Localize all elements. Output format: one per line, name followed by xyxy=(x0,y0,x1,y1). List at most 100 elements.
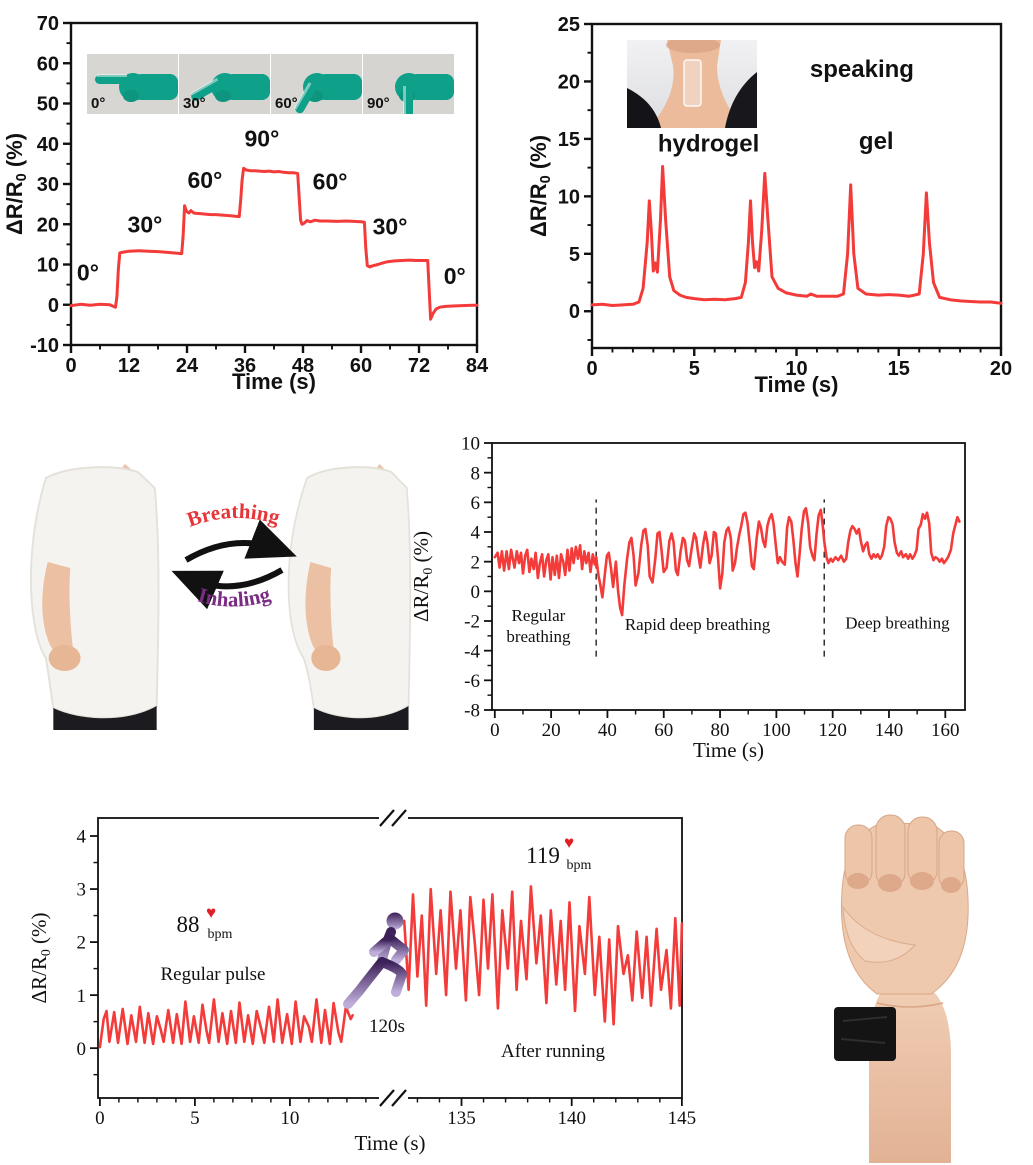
annotation: 120s xyxy=(369,1016,405,1037)
annotation: Deep breathing xyxy=(845,613,950,632)
cycle-arrow-bottom xyxy=(171,567,284,610)
finger-bending-chart: -10 0 10 20 30 40 50 60 70 0 12 24 36 48 60 72 84 0° 30° 60… xyxy=(2,13,489,394)
y-tick-label: 0 xyxy=(471,582,481,603)
series-bending-response xyxy=(69,166,479,321)
annotation: 30° xyxy=(373,214,408,240)
glove-0-graphic xyxy=(87,54,178,114)
annotation: 88 xyxy=(177,912,200,937)
y-tick-label: 25 xyxy=(558,14,580,36)
x-tick-label: 0 xyxy=(95,1108,105,1129)
x-tick-label: 20 xyxy=(542,720,561,741)
y-tick-label: 10 xyxy=(461,434,480,455)
glove-photo-30deg: 30° xyxy=(179,54,270,114)
y-tick-label: 15 xyxy=(558,129,580,151)
y-tick-label: 10 xyxy=(558,186,580,208)
inhale-photo xyxy=(276,462,418,735)
x-tick-label: 0 xyxy=(490,720,500,741)
y-tick-label: 0 xyxy=(48,295,59,317)
x-tick-label: 135 xyxy=(447,1108,476,1129)
torso-graphic-2 xyxy=(287,464,412,730)
heart-icon: ♥ xyxy=(564,833,575,852)
y-tick-label: 1 xyxy=(77,986,87,1007)
x-tick-label: 140 xyxy=(875,720,904,741)
torso-graphic-1 xyxy=(30,464,160,730)
angle-label: 30° xyxy=(183,95,206,112)
y-axis-label: ΔR/R0 (%) xyxy=(2,133,30,235)
x-tick-label: 60 xyxy=(654,720,673,741)
wrist-graphic xyxy=(834,814,969,1163)
series-breathing-response xyxy=(493,507,961,617)
x-axis-label: Time (s) xyxy=(755,372,839,397)
y-tick-label: 6 xyxy=(471,493,481,514)
y-axis-label: ΔR/R0 (%) xyxy=(30,912,53,1003)
x-tick-label: 15 xyxy=(888,358,910,380)
axis-break xyxy=(391,1089,407,1107)
y-axis-label: ΔR/R0 (%) xyxy=(409,531,435,622)
y-tick-label: 0 xyxy=(77,1039,87,1060)
angle-label: 0° xyxy=(91,95,106,112)
x-tick-label: 0 xyxy=(586,358,597,380)
annotation: 60° xyxy=(187,167,222,193)
y-tick-label: 8 xyxy=(471,463,481,484)
x-tick-label: 100 xyxy=(762,720,791,741)
finger-angle-photos: 0° 30° 60° xyxy=(87,54,454,114)
annotation: bpm xyxy=(567,858,592,873)
glove-photo-90deg: 90° xyxy=(363,54,454,114)
x-tick-label: 48 xyxy=(292,355,314,377)
annotation: 60° xyxy=(313,169,348,195)
y-tick-label: 20 xyxy=(558,71,580,93)
x-tick-label: 80 xyxy=(711,720,730,741)
series-after-running-pulse xyxy=(402,885,684,1026)
glove-photo-60deg: 60° xyxy=(271,54,362,114)
glove-60-graphic xyxy=(271,54,362,114)
y-tick-label: 40 xyxy=(37,134,59,156)
annotation: 119 xyxy=(526,843,560,868)
glove-90-graphic xyxy=(363,54,454,114)
y-tick-label: 60 xyxy=(37,53,59,75)
y-tick-label: 3 xyxy=(77,880,87,901)
y-tick-label: -2 xyxy=(464,612,480,633)
series-speaking-response xyxy=(590,165,1003,307)
y-tick-label: 2 xyxy=(77,933,87,954)
y-tick-label: -8 xyxy=(464,701,480,722)
annotation: After running xyxy=(501,1041,605,1062)
y-tick-label: 2 xyxy=(471,552,481,573)
axis-break xyxy=(391,809,407,827)
plot-border xyxy=(491,442,966,711)
neck-sensor-patch xyxy=(683,59,702,107)
y-tick-label: 20 xyxy=(37,214,59,236)
y-tick-label: 4 xyxy=(77,827,87,848)
annotation: speaking xyxy=(810,56,914,83)
x-tick-label: 140 xyxy=(557,1108,586,1129)
y-tick-label: -10 xyxy=(30,335,59,357)
y-tick-label: 30 xyxy=(37,174,59,196)
x-tick-label: 145 xyxy=(668,1108,697,1129)
y-tick-label: -6 xyxy=(464,671,480,692)
x-axis-label: Time (s) xyxy=(355,1131,426,1155)
wrist-sensor-patch xyxy=(834,1007,896,1061)
y-tick-label: 70 xyxy=(37,13,59,35)
throat-sensor-photo xyxy=(627,37,757,133)
breathing-cycle-graphic: Breathing Inhaling xyxy=(171,499,297,612)
cycle-arrow-top xyxy=(184,519,297,563)
x-tick-label: 60 xyxy=(350,355,372,377)
angle-label: 60° xyxy=(275,95,298,112)
annotation: breathing xyxy=(506,627,571,646)
x-tick-label: 10 xyxy=(785,358,807,380)
y-tick-label: 5 xyxy=(569,244,580,266)
x-tick-label: 160 xyxy=(931,720,960,741)
annotation: gel xyxy=(859,128,894,155)
annotation: 30° xyxy=(128,211,163,237)
y-tick-label: -4 xyxy=(464,641,480,662)
x-tick-label: 36 xyxy=(234,355,256,377)
x-axis-label: Time (s) xyxy=(232,369,316,394)
glove-photo-0deg: 0° xyxy=(87,54,178,114)
angle-label: 90° xyxy=(367,95,390,112)
axis-break xyxy=(379,809,395,827)
y-axis-label: ΔR/R0 (%) xyxy=(526,135,554,237)
y-tick-label: 4 xyxy=(471,523,481,544)
annotation: bpm xyxy=(208,927,233,942)
y-tick-label: 0 xyxy=(569,301,580,323)
